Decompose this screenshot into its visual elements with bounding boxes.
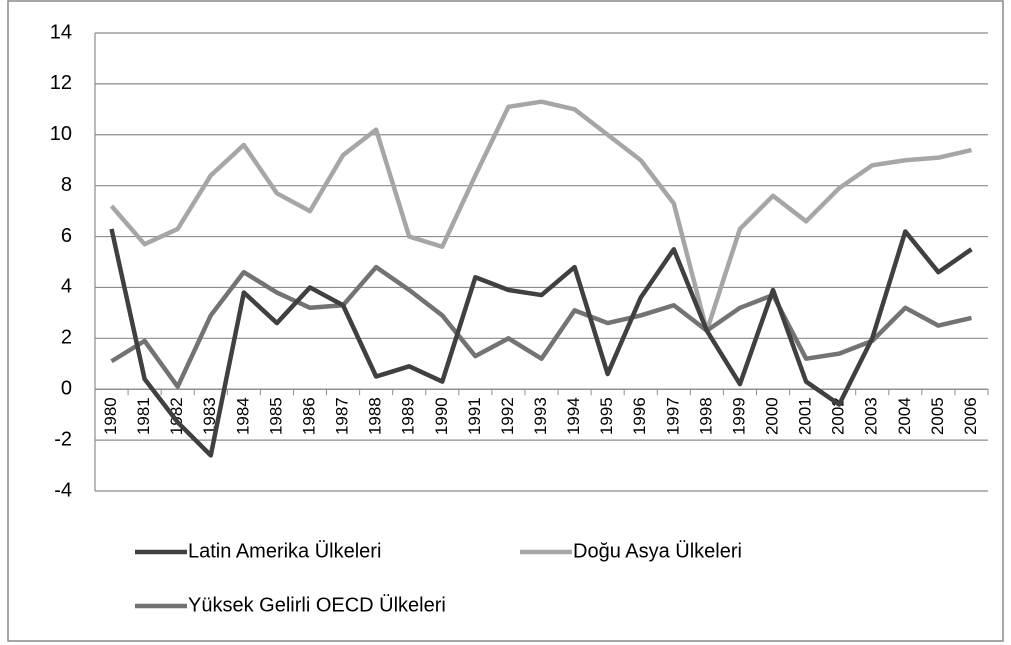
x-tick-label: 1996 <box>630 397 649 435</box>
x-tick-label: 1980 <box>101 397 120 435</box>
x-tick-label: 1993 <box>531 397 550 435</box>
legend-label: Yüksek Gelirli OECD Ülkeleri <box>188 594 446 616</box>
x-tick-label: 1994 <box>564 397 583 435</box>
y-tick-label: 10 <box>50 123 72 145</box>
x-tick-label: 1985 <box>266 397 285 435</box>
x-tick-label: 1981 <box>134 397 153 435</box>
y-tick-label: -4 <box>54 479 72 501</box>
y-tick-label: 2 <box>61 327 72 349</box>
x-tick-label: 1995 <box>597 397 616 435</box>
x-tick-label: 1990 <box>432 397 451 435</box>
x-tick-label: 1988 <box>366 397 385 435</box>
y-tick-label: 8 <box>61 174 72 196</box>
series-line <box>110 264 972 389</box>
x-tick-label: 1999 <box>729 397 748 435</box>
legend-label: Doğu Asya Ülkeleri <box>573 540 742 562</box>
y-tick-label: 6 <box>61 225 72 247</box>
legend-label: Latin Amerika Ülkeleri <box>188 540 381 562</box>
chart-frame <box>7 0 1004 642</box>
x-tick-label: 2000 <box>763 397 782 435</box>
x-tick-label: 2004 <box>895 397 914 435</box>
x-tick-label: 1983 <box>200 397 219 435</box>
y-tick-label: 0 <box>61 378 72 400</box>
x-tick-label: 1997 <box>663 397 682 435</box>
x-tick-label: 2001 <box>796 397 815 435</box>
x-tick-label: 1991 <box>465 397 484 435</box>
y-tick-label: -2 <box>54 428 72 450</box>
x-tick-label: 1992 <box>498 397 517 435</box>
x-tick-label: 2002 <box>829 397 848 435</box>
x-tick-label: 1986 <box>299 397 318 435</box>
series-line <box>109 99 972 333</box>
y-tick-label: 14 <box>50 21 72 43</box>
x-tick-label: 1998 <box>696 397 715 435</box>
x-tick-label: 1989 <box>399 397 418 435</box>
series-line <box>109 228 973 458</box>
x-tick-label: 1984 <box>233 397 252 435</box>
y-tick-label: 12 <box>50 72 72 94</box>
x-tick-label: 2006 <box>961 397 980 435</box>
x-tick-label: 2003 <box>862 397 881 435</box>
x-tick-label: 1987 <box>333 397 352 435</box>
x-tick-label: 2005 <box>928 397 947 435</box>
y-tick-label: 4 <box>61 276 72 298</box>
